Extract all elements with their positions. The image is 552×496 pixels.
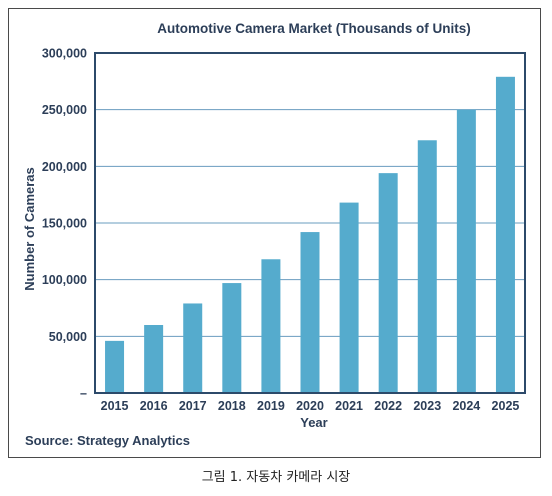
- bar-2017: [183, 303, 203, 393]
- chart-title: Automotive Camera Market (Thousands of U…: [157, 21, 471, 36]
- bar-2022: [378, 173, 398, 393]
- x-tick-label: 2024: [452, 399, 480, 413]
- y-tick-label: 50,000: [49, 330, 87, 344]
- x-tick-label: 2023: [413, 399, 441, 413]
- y-tick-label: –: [80, 387, 87, 401]
- bar-2024: [456, 109, 476, 394]
- bar-2021: [339, 202, 359, 393]
- y-tick-label: 150,000: [42, 217, 87, 231]
- x-tick-labels: 2015 2016 2017 2018 2019 2020 2021 2022 2023 2024…: [101, 399, 520, 413]
- x-tick-label: 2017: [179, 399, 207, 413]
- y-tick-label: 250,000: [42, 103, 87, 117]
- bar-2018: [222, 283, 242, 393]
- bar-chart: Automotive Camera Market (Thousands of U…: [22, 21, 526, 448]
- y-tick-label: 200,000: [42, 160, 87, 174]
- x-tick-label: 2021: [335, 399, 363, 413]
- y-axis-label: Number of Cameras: [22, 167, 37, 291]
- figure-caption: 그림 1. 자동차 카메라 시장: [201, 470, 351, 485]
- bar-2016: [144, 325, 164, 393]
- x-tick-label: 2019: [257, 399, 285, 413]
- bar-2015: [105, 340, 125, 393]
- source-note: Source: Strategy Analytics: [25, 433, 190, 448]
- bar-2020: [300, 232, 320, 393]
- x-tick-label: 2015: [101, 399, 129, 413]
- plot-border: [94, 52, 526, 394]
- y-tick-label: 100,000: [42, 273, 87, 287]
- x-tick-label: 2018: [218, 399, 246, 413]
- x-tick-label: 2022: [374, 399, 402, 413]
- bars: [105, 76, 515, 394]
- bar-2025: [495, 76, 515, 394]
- y-tick-labels: – 50,000 100,000 150,000 200,000 250,000 300,0…: [42, 47, 87, 401]
- x-tick-label: 2020: [296, 399, 324, 413]
- gridlines: [95, 109, 525, 337]
- x-tick-label: 2025: [492, 399, 520, 413]
- y-tick-label: 300,000: [42, 47, 87, 61]
- bar-2023: [417, 140, 437, 393]
- bar-2019: [261, 259, 281, 393]
- chart-frame: Automotive Camera Market (Thousands of U…: [8, 8, 541, 458]
- x-axis-label: Year: [300, 415, 327, 430]
- x-tick-label: 2016: [140, 399, 168, 413]
